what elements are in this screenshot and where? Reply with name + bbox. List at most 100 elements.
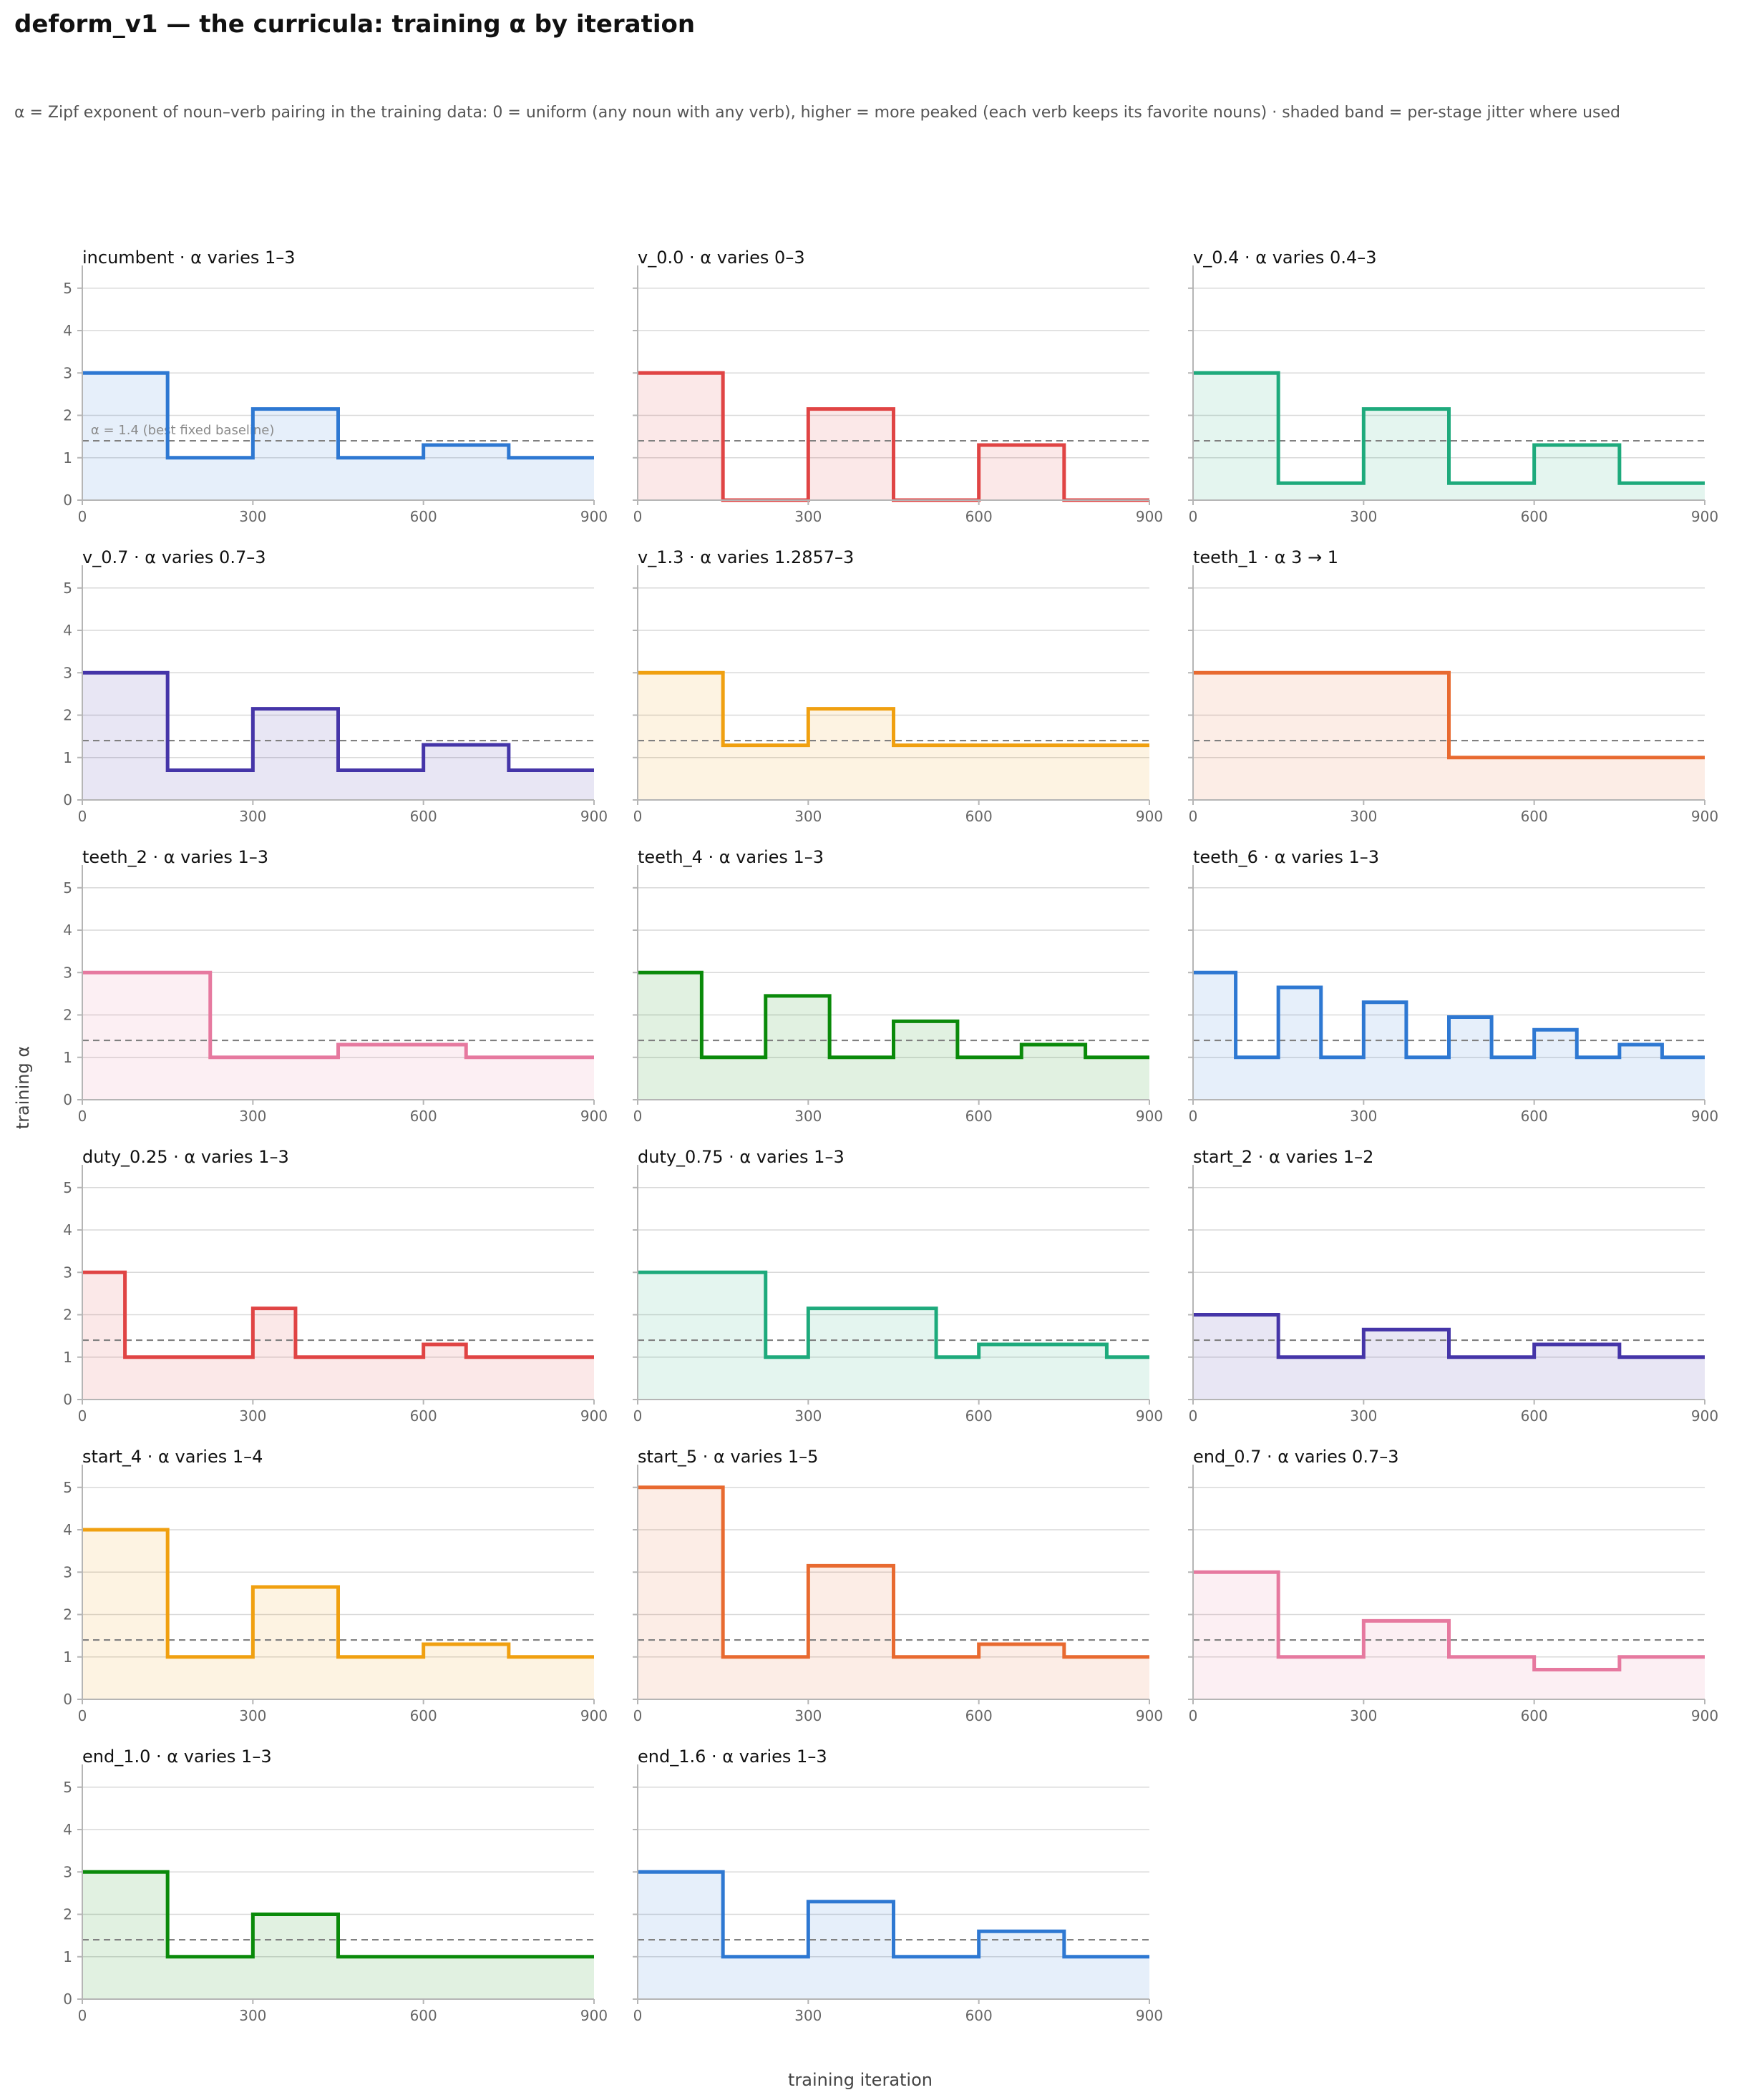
panel-title: v_1.3 · α varies 1.2857–3	[638, 547, 854, 567]
y-tick-label: 5	[63, 280, 72, 297]
panel-title: end_1.6 · α varies 1–3	[638, 1747, 827, 1767]
series-line	[638, 1870, 1149, 1959]
y-tick-label: 2	[63, 1906, 72, 1923]
y-tick-label: 2	[63, 1307, 72, 1324]
x-tick-label: 0	[1189, 1108, 1198, 1125]
x-tick-label: 300	[1350, 508, 1377, 525]
x-tick-label: 300	[1350, 808, 1377, 825]
y-tick-label: 4	[63, 622, 72, 639]
x-tick-label: 600	[1521, 1707, 1548, 1724]
series-line	[638, 670, 1149, 748]
x-tick-label: 900	[1691, 508, 1718, 525]
panel-title: start_5 · α varies 1–5	[638, 1447, 818, 1467]
x-tick-label: 600	[1521, 808, 1548, 825]
x-tick-label: 300	[794, 1108, 822, 1125]
y-tick-label: 5	[63, 580, 72, 597]
series-fill	[82, 1272, 594, 1400]
series-line	[82, 970, 594, 1060]
panel-incumbent: incumbent · α varies 1–3 α = 1.4 (best fi…	[63, 248, 608, 525]
panel-start_4: start_4 · α varies 1–4 0 1 2 3 4 5 0 300 600 900	[63, 1447, 608, 1724]
x-tick-label: 0	[78, 1707, 87, 1724]
panel-title: start_2 · α varies 1–2	[1193, 1147, 1373, 1167]
y-tick-label: 2	[63, 407, 72, 424]
x-tick-label: 900	[1136, 1108, 1163, 1125]
x-tick-label: 0	[633, 2007, 643, 2024]
series-line	[1193, 1313, 1705, 1359]
x-axis-label: training iteration	[788, 2070, 933, 2090]
x-tick-label: 300	[794, 508, 822, 525]
x-tick-label: 600	[965, 1707, 993, 1724]
y-tick-label: 2	[63, 1007, 72, 1024]
x-tick-label: 600	[965, 808, 993, 825]
y-tick-label: 0	[63, 1091, 72, 1108]
x-tick-label: 0	[1189, 808, 1198, 825]
x-tick-label: 0	[78, 1407, 87, 1425]
x-tick-label: 0	[633, 1108, 643, 1125]
x-tick-label: 900	[1136, 1407, 1163, 1425]
series-line	[638, 1485, 1149, 1659]
panel-start_5: start_5 · α varies 1–5 0 300 600 900	[633, 1447, 1163, 1724]
x-tick-label: 0	[633, 808, 643, 825]
y-tick-label: 4	[63, 922, 72, 939]
x-tick-label: 900	[1136, 808, 1163, 825]
series-line	[82, 1870, 594, 1959]
panel-title: teeth_6 · α varies 1–3	[1193, 847, 1379, 867]
y-tick-label: 1	[63, 1649, 72, 1666]
x-tick-label: 300	[239, 2007, 266, 2024]
y-tick-label: 3	[63, 1264, 72, 1281]
y-tick-label: 2	[63, 707, 72, 724]
x-tick-label: 300	[239, 1707, 266, 1724]
y-tick-label: 1	[63, 1349, 72, 1366]
x-tick-label: 0	[633, 1407, 643, 1425]
series-line	[1193, 371, 1705, 485]
panel-duty_0.25: duty_0.25 · α varies 1–3 0 1 2 3 4 5 0 300 600 900	[63, 1147, 608, 1425]
panel-duty_0.75: duty_0.75 · α varies 1–3 0 300 600 900	[633, 1147, 1163, 1425]
x-tick-label: 900	[1136, 1707, 1163, 1724]
y-tick-label: 0	[63, 492, 72, 509]
y-tick-label: 4	[63, 322, 72, 339]
x-tick-label: 900	[580, 1407, 608, 1425]
x-tick-label: 300	[1350, 1407, 1377, 1425]
x-tick-label: 300	[239, 1407, 266, 1425]
panel-teeth_2: teeth_2 · α varies 1–3 0 1 2 3 4 5 0 300 600 900	[63, 847, 608, 1125]
panel-title: end_1.0 · α varies 1–3	[82, 1747, 272, 1767]
x-tick-label: 0	[633, 1707, 643, 1724]
x-tick-label: 900	[1691, 1407, 1718, 1425]
y-tick-label: 3	[63, 1563, 72, 1581]
x-tick-label: 600	[965, 1407, 993, 1425]
series-fill	[82, 972, 594, 1100]
x-tick-label: 900	[1136, 2007, 1163, 2024]
y-tick-label: 4	[63, 1221, 72, 1239]
y-tick-label: 5	[63, 1779, 72, 1796]
baseline-label: α = 1.4 (best fixed baseline)	[91, 423, 275, 438]
series-fill	[638, 1272, 1149, 1400]
x-tick-label: 300	[794, 1407, 822, 1425]
page-subtitle: α = Zipf exponent of noun–verb pairing i…	[14, 104, 1620, 122]
panel-end_1.6: end_1.6 · α varies 1–3 0 300 600 900	[633, 1747, 1163, 2024]
panel-teeth_6: teeth_6 · α varies 1–3 0 300 600 900	[1188, 847, 1718, 1125]
series-line	[638, 970, 1149, 1060]
panel-end_0.7: end_0.7 · α varies 0.7–3 0 300 600 900	[1188, 1447, 1718, 1724]
y-tick-label: 1	[63, 1948, 72, 1965]
y-tick-label: 4	[63, 1521, 72, 1538]
panel-teeth_1: teeth_1 · α 3 → 1 0 300 600 900	[1188, 547, 1718, 825]
x-tick-label: 900	[580, 2007, 608, 2024]
y-tick-label: 4	[63, 1821, 72, 1838]
x-tick-label: 0	[633, 508, 643, 525]
x-tick-label: 300	[1350, 1707, 1377, 1724]
x-tick-label: 600	[965, 1108, 993, 1125]
panel-title: duty_0.25 · α varies 1–3	[82, 1147, 289, 1167]
x-tick-label: 0	[1189, 508, 1198, 525]
panel-title: teeth_4 · α varies 1–3	[638, 847, 824, 867]
y-tick-label: 3	[63, 964, 72, 981]
panel-title: teeth_1 · α 3 → 1	[1193, 547, 1338, 567]
x-tick-label: 0	[78, 2007, 87, 2024]
x-tick-label: 300	[794, 808, 822, 825]
x-tick-label: 300	[794, 2007, 822, 2024]
x-tick-label: 300	[794, 1707, 822, 1724]
x-tick-label: 900	[1691, 1707, 1718, 1724]
series-line	[82, 670, 594, 773]
panel-v_0.4: v_0.4 · α varies 0.4–3 0 300 600 900	[1188, 248, 1718, 525]
panel-end_1.0: end_1.0 · α varies 1–3 0 1 2 3 4 5 0 300 600 900	[63, 1747, 608, 2024]
